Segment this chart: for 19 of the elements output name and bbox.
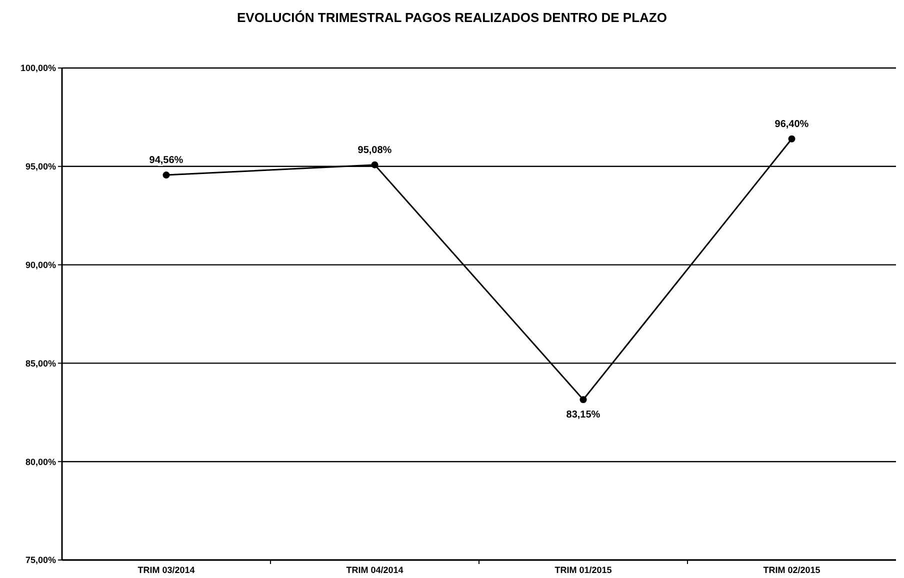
point [371,161,378,168]
point [788,135,796,142]
x-tick-label: TRIM 02/2015 [763,565,820,575]
y-tick-label: 90,00% [25,260,56,270]
y-tick-label: 75,00% [25,555,56,566]
point [162,172,170,179]
chart-title: EVOLUCIÓN TRIMESTRAL PAGOS REALIZADOS DENTRO DE PLAZO [237,10,667,25]
x-tick-label: TRIM 01/2015 [554,565,612,575]
y-tick-label: 100,00% [20,63,56,74]
y-tick-label: 85,00% [25,358,56,368]
data-label: 95,08% [358,144,392,156]
x-tick-label: TRIM 04/2014 [346,565,404,575]
data-label: 83,15% [566,410,600,421]
y-tick-label: 95,00% [25,162,56,172]
y-tick-label: 80,00% [25,456,56,467]
data-label: 96,40% [774,118,809,130]
x-tick-label: TRIM 03/2014 [138,565,195,575]
data-label: 94,56% [149,155,184,166]
point [580,396,587,404]
